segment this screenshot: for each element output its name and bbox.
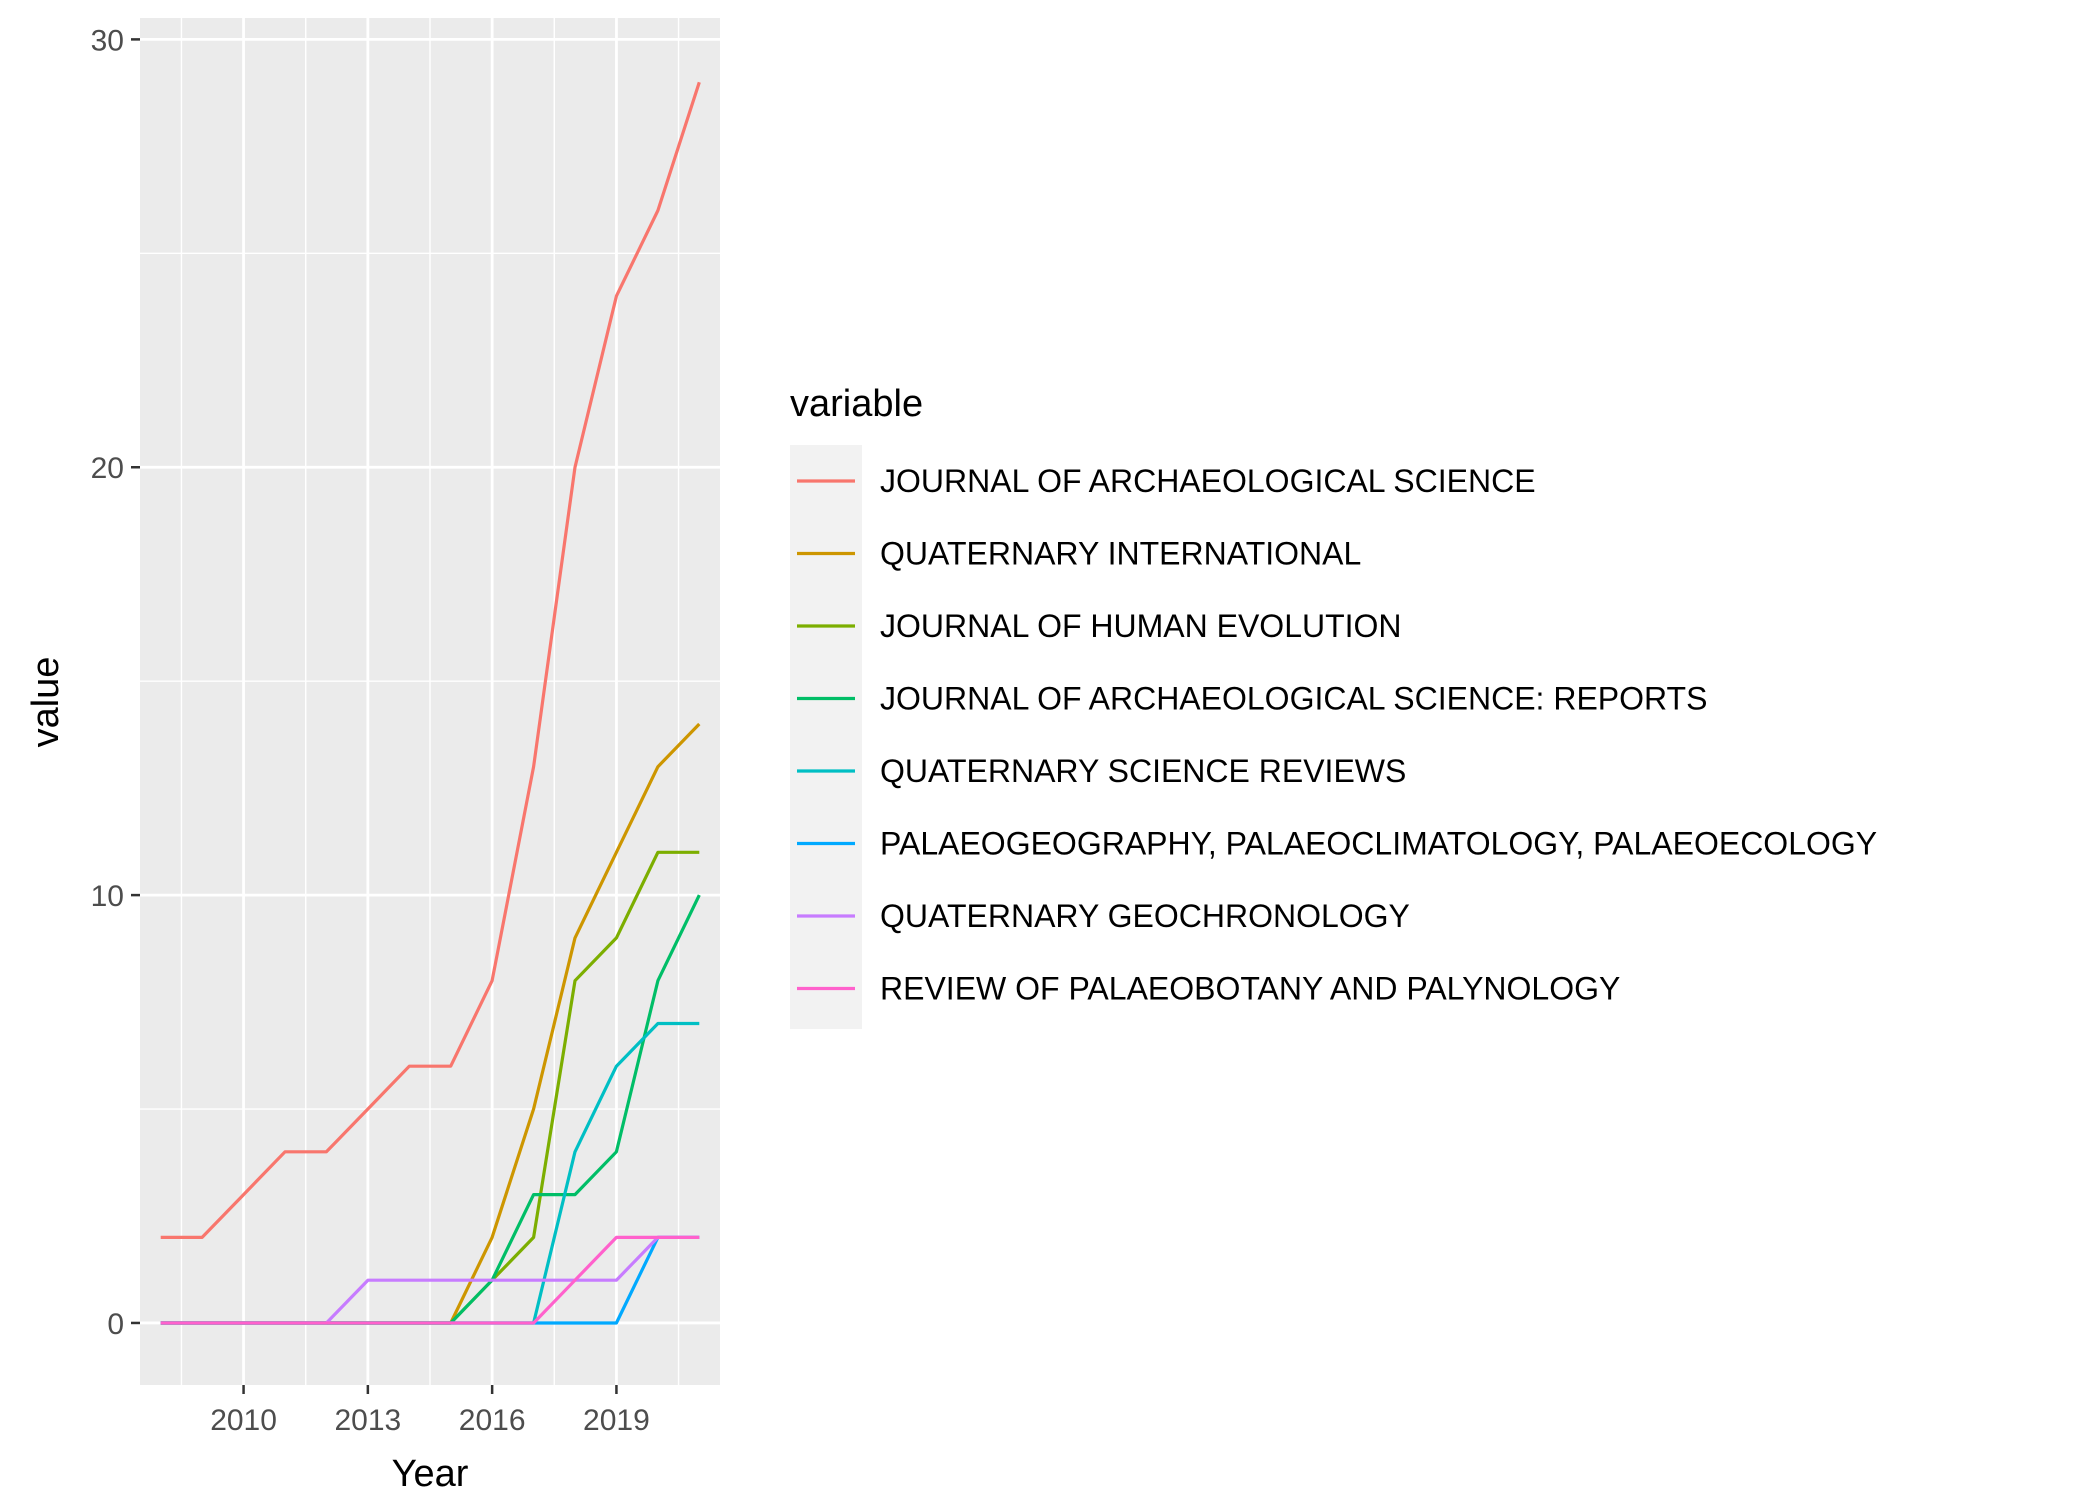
y-axis-title: value: [25, 657, 67, 748]
x-axis-title: Year: [392, 1453, 469, 1495]
y-tick-label: 20: [91, 452, 124, 485]
series-lines: [160, 81, 701, 1325]
legend-label-5: QUATERNARY SCIENCE REVIEWS: [880, 753, 1406, 789]
legend-label-2: QUATERNARY INTERNATIONAL: [880, 536, 1361, 572]
minor-gridlines: [140, 18, 720, 1385]
y-tick-label: 0: [107, 1308, 124, 1341]
y-tick-label: 30: [91, 24, 124, 57]
series-line-1: [160, 81, 701, 1240]
x-tick-label: 2010: [210, 1404, 277, 1437]
series-line-8: [160, 1235, 700, 1325]
x-axis: 2010 2013 2016 2019: [210, 1385, 650, 1437]
legend-key-background: [790, 445, 862, 1029]
legend: variable JOURNAL OF ARCHAEOLOGICAL SCIEN…: [790, 383, 1877, 1029]
x-tick-label: 2013: [334, 1404, 401, 1437]
legend-label-7: QUATERNARY GEOCHRONOLOGY: [880, 898, 1410, 934]
y-tick-label: 10: [91, 880, 124, 913]
legend-label-1: JOURNAL OF ARCHAEOLOGICAL SCIENCE: [880, 463, 1536, 499]
x-tick-label: 2019: [583, 1404, 650, 1437]
legend-label-3: JOURNAL OF HUMAN EVOLUTION: [880, 608, 1402, 644]
major-gridlines: [140, 18, 720, 1385]
legend-label-6: PALAEOGEOGRAPHY, PALAEOCLIMATOLOGY, PALA…: [880, 826, 1877, 862]
x-tick-label: 2016: [459, 1404, 526, 1437]
legend-title: variable: [790, 383, 923, 425]
legend-label-8: REVIEW OF PALAEOBOTANY AND PALYNOLOGY: [880, 971, 1620, 1007]
y-axis: 0 10 20 30: [91, 24, 140, 1341]
legend-label-4: JOURNAL OF ARCHAEOLOGICAL SCIENCE: REPOR…: [880, 681, 1707, 717]
